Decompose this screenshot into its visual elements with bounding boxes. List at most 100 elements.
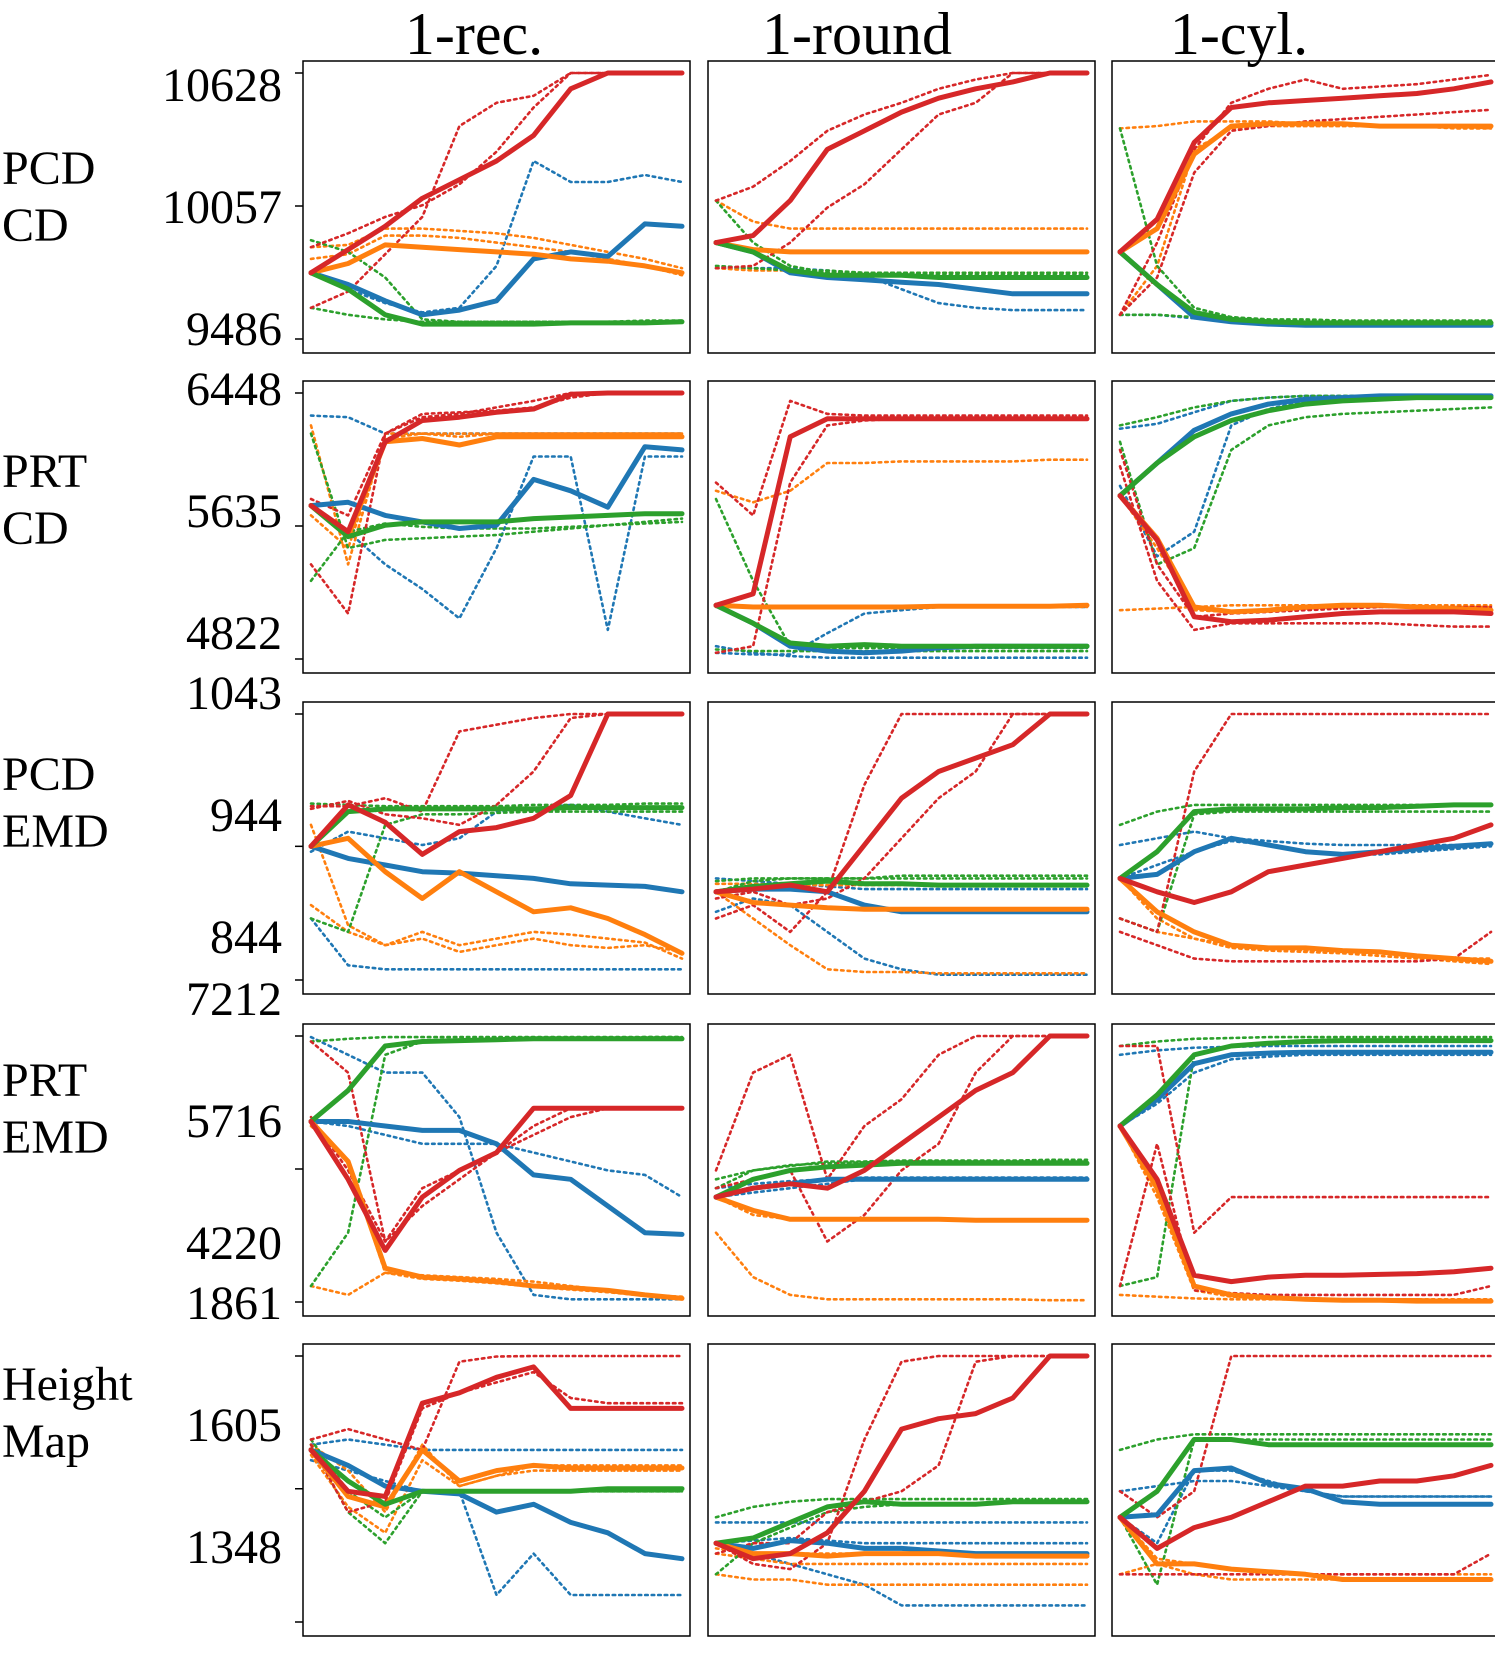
row-label-pcd-cd: PCD CD	[2, 140, 95, 254]
panel-frame	[707, 380, 1096, 674]
dotted-line-red	[1118, 1354, 1493, 1519]
panel-frame	[302, 1023, 691, 1317]
solid-line-red	[713, 711, 1090, 895]
dotted-line-green	[309, 306, 684, 324]
panel-r3-c2	[1111, 1023, 1495, 1317]
panel-frame	[1111, 60, 1495, 354]
solid-line-blue	[308, 444, 685, 531]
solid-line-orange	[713, 889, 1090, 912]
row-label-line: EMD	[2, 1111, 109, 1164]
solid-line-green	[713, 602, 1090, 649]
dotted-line-green	[1118, 406, 1493, 566]
y-tick-label: 1861	[186, 1277, 282, 1330]
y-tick-label: 4822	[186, 607, 282, 660]
solid-line-green	[308, 503, 685, 540]
dotted-line-blue	[309, 917, 684, 971]
panel-frame	[302, 380, 691, 674]
panel-r0-c0	[302, 60, 691, 354]
row-label-line: CD	[2, 199, 69, 252]
solid-line-green	[1117, 249, 1494, 326]
dotted-line-orange	[1118, 120, 1493, 130]
solid-line-green	[713, 1160, 1090, 1200]
panel-frame	[302, 701, 691, 995]
dotted-line-green	[1118, 127, 1493, 322]
panel-frame	[707, 1343, 1096, 1637]
panel-frame	[302, 60, 691, 354]
solid-line-blue	[308, 221, 685, 318]
dotted-line-blue	[309, 1438, 684, 1452]
y-tick-label: 10628	[162, 59, 282, 112]
row-label-line: CD	[2, 502, 69, 555]
solid-line-green	[1117, 1038, 1494, 1129]
dotted-line-orange	[714, 890, 1089, 975]
solid-line-red	[1117, 822, 1494, 905]
dotted-line-red	[309, 71, 684, 249]
panel-r1-c0	[302, 380, 691, 674]
solid-line-green	[1117, 802, 1494, 881]
dotted-line-blue	[1118, 1053, 1493, 1128]
solid-line-red	[1117, 493, 1494, 625]
dotted-line-blue	[714, 1536, 1089, 1545]
solid-line-orange	[1117, 875, 1494, 964]
solid-line-red	[308, 390, 685, 535]
solid-line-green	[308, 805, 685, 849]
solid-line-orange	[713, 240, 1090, 255]
row-label-line: PCD	[2, 142, 96, 195]
solid-line-orange	[1117, 1123, 1494, 1304]
y-tick-label: 1043	[186, 667, 282, 720]
dotted-line-green	[309, 1035, 684, 1043]
panel-r0-c2	[1111, 60, 1495, 354]
dotted-line-red	[714, 71, 1089, 202]
solid-line-orange	[308, 1119, 685, 1301]
solid-line-red	[713, 416, 1090, 608]
panel-r1-c1	[707, 380, 1096, 674]
dotted-line-green	[714, 1500, 1089, 1576]
dotted-line-blue	[309, 1035, 684, 1301]
panel-r0-c1	[707, 60, 1096, 354]
dotted-line-red	[714, 1034, 1089, 1243]
panel-frame	[302, 1343, 691, 1637]
solid-line-blue	[1117, 835, 1494, 881]
solid-line-orange	[1117, 1514, 1494, 1582]
solid-line-red	[308, 1364, 685, 1499]
solid-line-blue	[1117, 1465, 1494, 1520]
dotted-line-blue	[714, 1176, 1089, 1190]
dotted-line-green	[1118, 1433, 1493, 1452]
row-label-line: PCD	[2, 748, 96, 801]
y-tick-label: 944	[210, 789, 282, 842]
solid-line-green	[308, 1036, 685, 1124]
row-label-line: PRT	[2, 1054, 88, 1107]
dotted-line-green	[309, 810, 684, 934]
dotted-line-green	[1118, 1035, 1493, 1048]
dotted-line-red	[309, 1040, 684, 1243]
row-label-pcd-emd: PCD EMD	[2, 746, 109, 860]
panel-r4-c1	[707, 1343, 1096, 1637]
dotted-line-orange	[1118, 494, 1493, 614]
panel-r2-c2	[1111, 701, 1495, 995]
dotted-line-green	[1118, 810, 1493, 934]
panel-r4-c0	[302, 1343, 691, 1637]
dotted-line-blue	[714, 1178, 1089, 1199]
panel-frame	[1111, 1023, 1495, 1317]
solid-line-red	[1117, 1123, 1494, 1285]
dotted-line-green	[309, 432, 684, 550]
dotted-line-blue	[714, 1541, 1089, 1607]
dotted-line-red	[1118, 1044, 1493, 1234]
dotted-line-green	[714, 264, 1089, 275]
solid-line-blue	[1117, 393, 1494, 499]
solid-line-orange	[308, 242, 685, 276]
solid-line-orange	[308, 1447, 685, 1510]
dotted-line-green	[309, 802, 684, 808]
y-tick-label: 1605	[186, 1399, 282, 1452]
dotted-line-red	[714, 417, 1089, 655]
dotted-line-green	[309, 520, 684, 583]
solid-line-blue	[308, 1447, 685, 1562]
solid-line-green	[1117, 395, 1494, 499]
panel-r4-c2	[1111, 1343, 1495, 1637]
dotted-line-blue	[1118, 394, 1493, 558]
row-label-line: Map	[2, 1415, 90, 1468]
solid-line-red	[713, 1033, 1090, 1200]
panel-frame	[1111, 380, 1495, 674]
dotted-line-red	[1118, 108, 1493, 317]
